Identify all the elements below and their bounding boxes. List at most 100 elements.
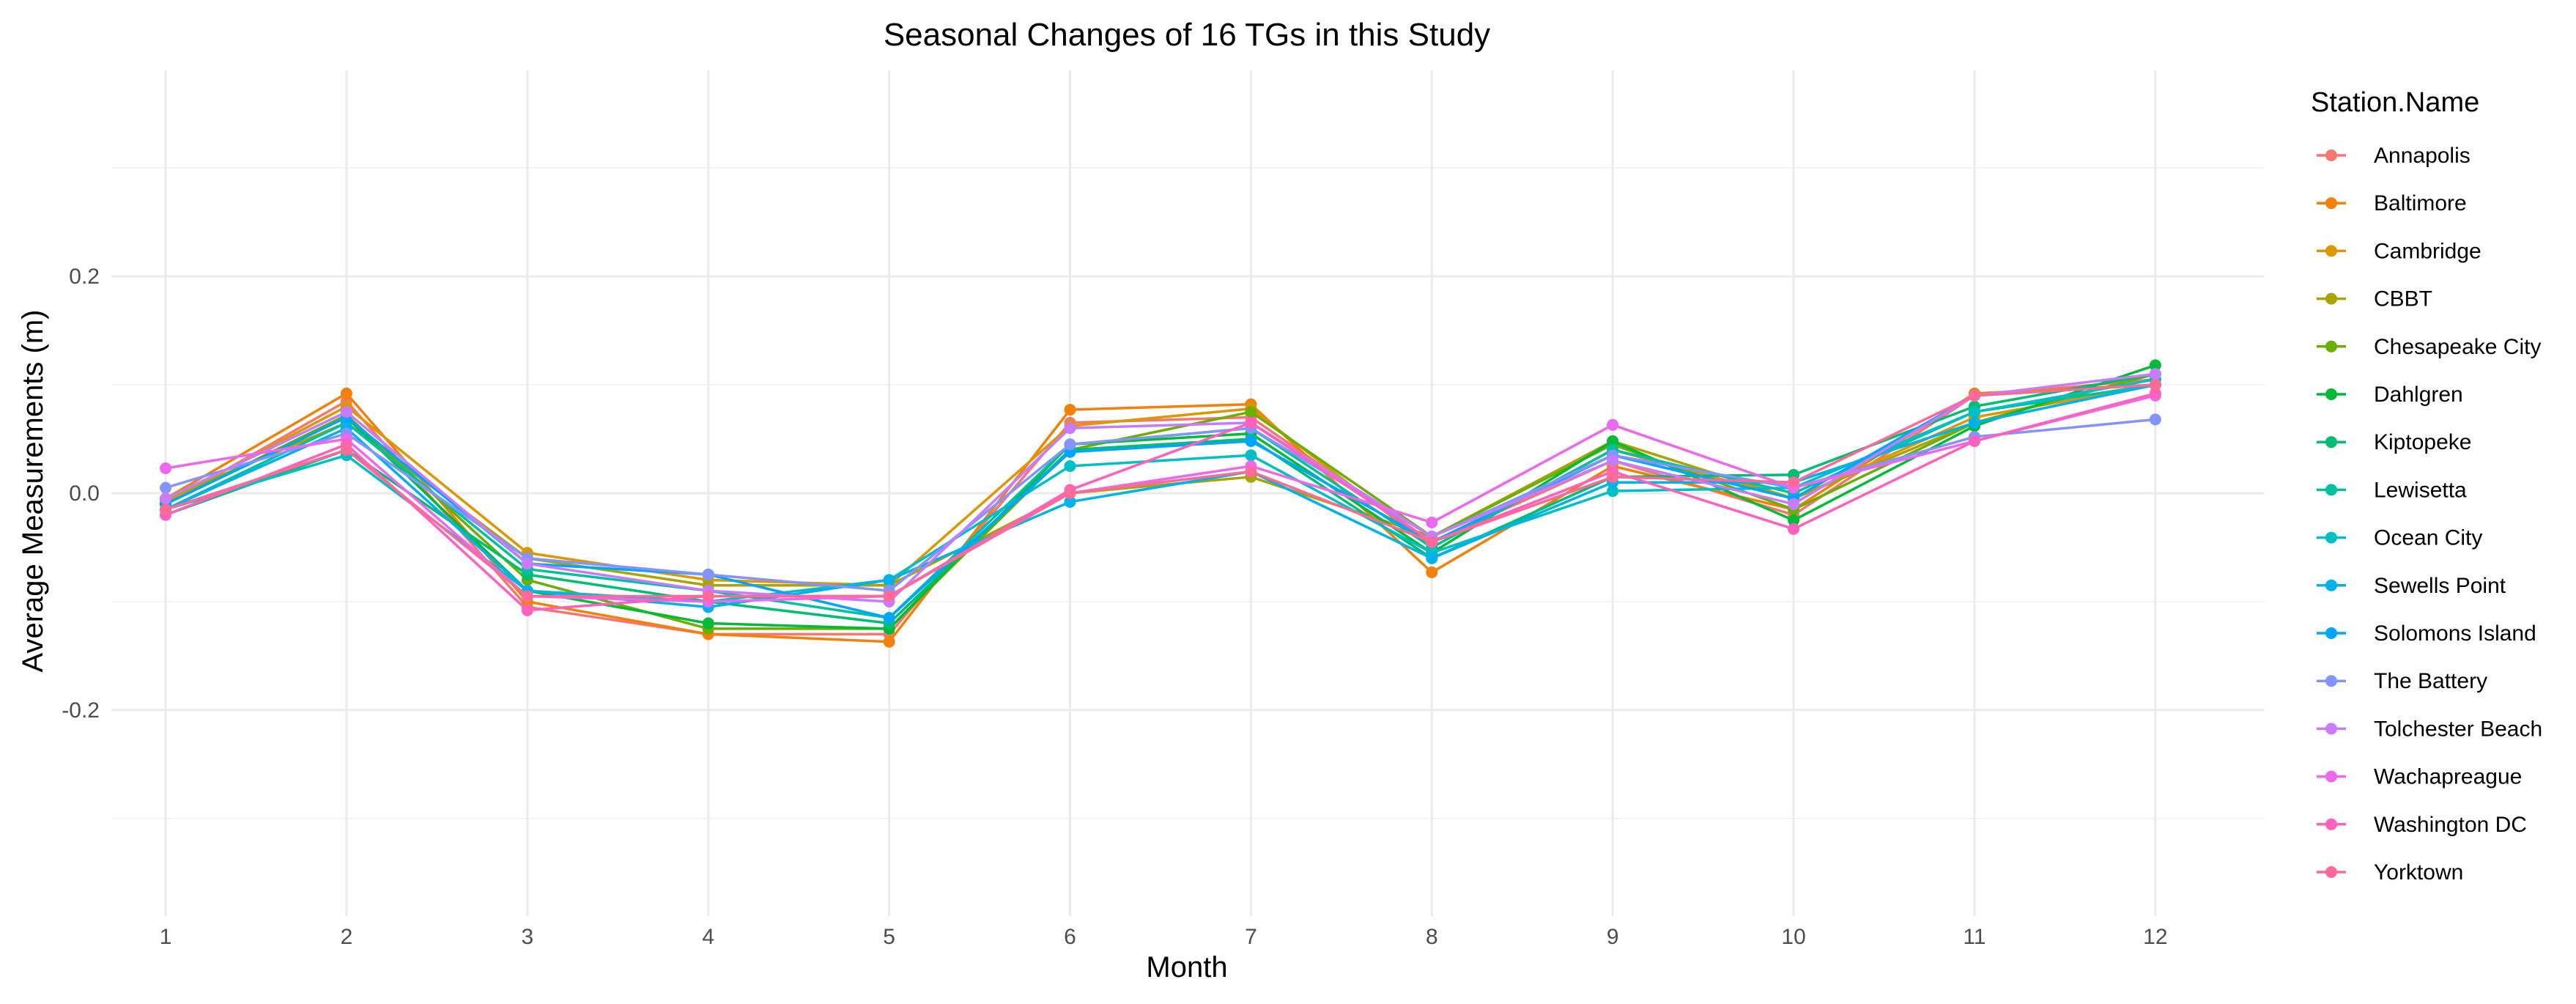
- data-point-wachapreague: [160, 462, 172, 474]
- data-point-solomons-island: [1245, 435, 1257, 447]
- legend-label: Tolchester Beach: [2374, 717, 2542, 741]
- data-point-the-battery: [1064, 438, 1076, 451]
- legend-label: Solomons Island: [2374, 621, 2536, 646]
- data-point-tolchester-beach: [521, 558, 533, 570]
- data-point-ocean-city: [1607, 485, 1619, 498]
- legend-item-kiptopeke: Kiptopeke: [2317, 430, 2471, 454]
- data-point-dahlgren: [2149, 359, 2161, 372]
- legend-item-the-battery: The Battery: [2317, 669, 2487, 693]
- legend-key-point: [2325, 770, 2337, 783]
- legend-label: Baltimore: [2374, 191, 2467, 215]
- series-the-battery: [160, 413, 2161, 597]
- legend-item-washington-dc: Washington DC: [2317, 813, 2527, 837]
- legend-key-point: [2325, 866, 2337, 878]
- legend-title: Station.Name: [2311, 87, 2479, 118]
- data-point-washington-dc: [2149, 387, 2161, 399]
- x-tick-label: 6: [1064, 925, 1076, 949]
- data-point-yorktown: [883, 590, 895, 602]
- data-point-tolchester-beach: [1788, 498, 1800, 510]
- series-line-sewells-point: [165, 383, 2156, 609]
- data-point-washington-dc: [521, 604, 533, 616]
- legend-item-cambridge: Cambridge: [2317, 239, 2481, 263]
- series-line-wachapreague: [165, 394, 2156, 603]
- data-point-tolchester-beach: [340, 406, 352, 418]
- legend-label: Ocean City: [2374, 526, 2482, 550]
- legend-item-solomons-island: Solomons Island: [2317, 621, 2536, 646]
- series-line-cbbt: [165, 383, 2156, 587]
- legend-item-chesapeake-city: Chesapeake City: [2317, 335, 2541, 359]
- data-point-ocean-city: [1968, 406, 1980, 418]
- series-yorktown: [160, 379, 2161, 602]
- data-point-tolchester-beach: [2149, 368, 2161, 380]
- data-point-sewells-point: [1064, 495, 1076, 508]
- legend-label: Annapolis: [2374, 144, 2470, 168]
- data-point-yorktown: [521, 590, 533, 602]
- series-line-tolchester-beach: [165, 372, 2156, 603]
- legend-item-lewisetta: Lewisetta: [2317, 478, 2467, 502]
- y-axis-title: Average Measurements (m): [17, 310, 49, 673]
- data-point-ocean-city: [1064, 460, 1076, 473]
- legend-label: Sewells Point: [2374, 574, 2506, 598]
- legend-key-point: [2325, 436, 2337, 449]
- legend-label: Wachapreague: [2374, 765, 2522, 789]
- legend-item-cbbt: CBBT: [2317, 287, 2432, 311]
- chart-title: Seasonal Changes of 16 TGs in this Study: [884, 17, 1490, 53]
- series-lewisetta: [160, 379, 2161, 624]
- data-point-dahlgren: [1607, 435, 1619, 447]
- x-axis-ticks: 1 2 3 4 5 6 7 8 9 10 11 12: [160, 925, 2168, 949]
- legend-label: CBBT: [2374, 287, 2432, 311]
- data-point-tolchester-beach: [160, 492, 172, 505]
- data-point-yorktown: [340, 443, 352, 456]
- data-point-the-battery: [160, 481, 172, 494]
- series-line-dahlgren: [165, 363, 2156, 630]
- x-tick-label: 1: [160, 925, 172, 949]
- x-tick-label: 12: [2143, 925, 2167, 949]
- series-line-washington-dc: [165, 392, 2156, 612]
- y-tick-label: 0.0: [69, 481, 100, 506]
- series-layer: [160, 359, 2161, 648]
- data-point-yorktown: [1968, 389, 1980, 402]
- data-point-yorktown: [2149, 379, 2161, 391]
- legend-key-point: [2325, 675, 2337, 687]
- x-tick-label: 5: [883, 925, 895, 949]
- data-point-yorktown: [1064, 487, 1076, 499]
- legend-label: Dahlgren: [2374, 383, 2463, 407]
- data-point-washington-dc: [1968, 435, 1980, 447]
- data-point-baltimore: [1426, 566, 1438, 579]
- data-point-chesapeake-city: [1245, 406, 1257, 418]
- legend-key-point: [2325, 484, 2337, 496]
- legend-item-sewells-point: Sewells Point: [2317, 574, 2506, 598]
- x-tick-label: 4: [702, 925, 714, 949]
- x-tick-label: 2: [341, 925, 353, 949]
- series-line-yorktown: [165, 383, 2155, 598]
- legend-key-point: [2325, 150, 2337, 161]
- legend-key-point: [2325, 531, 2337, 544]
- data-point-yorktown: [1788, 476, 1800, 489]
- x-tick-label: 8: [1426, 925, 1438, 949]
- legend-label: The Battery: [2374, 669, 2487, 693]
- x-tick-label: 10: [1781, 925, 1805, 949]
- y-tick-label: -0.2: [62, 698, 100, 723]
- data-point-ocean-city: [1245, 449, 1257, 462]
- legend: Station.Name Annapolis Baltimore Cambridge…: [2311, 87, 2542, 885]
- data-point-yorktown: [160, 503, 172, 516]
- legend-label: Kiptopeke: [2374, 430, 2471, 454]
- data-point-washington-dc: [1245, 416, 1257, 429]
- legend-item-ocean-city: Ocean City: [2317, 526, 2482, 550]
- data-point-yorktown: [1607, 470, 1619, 483]
- data-point-yorktown: [1426, 536, 1438, 548]
- legend-item-tolchester-beach: Tolchester Beach: [2317, 717, 2542, 741]
- legend-key-point: [2325, 292, 2337, 305]
- data-point-wachapreague: [1426, 516, 1438, 528]
- legend-label: Cambridge: [2374, 239, 2481, 263]
- legend-key-point: [2325, 340, 2337, 352]
- data-point-wachapreague: [1607, 418, 1619, 431]
- data-point-sewells-point: [883, 574, 895, 586]
- data-point-tolchester-beach: [1607, 454, 1619, 467]
- data-point-washington-dc: [1788, 523, 1800, 535]
- data-point-yorktown: [702, 590, 714, 602]
- data-point-baltimore: [1064, 404, 1076, 416]
- data-point-baltimore: [340, 387, 352, 399]
- legend-item-baltimore: Baltimore: [2317, 191, 2467, 215]
